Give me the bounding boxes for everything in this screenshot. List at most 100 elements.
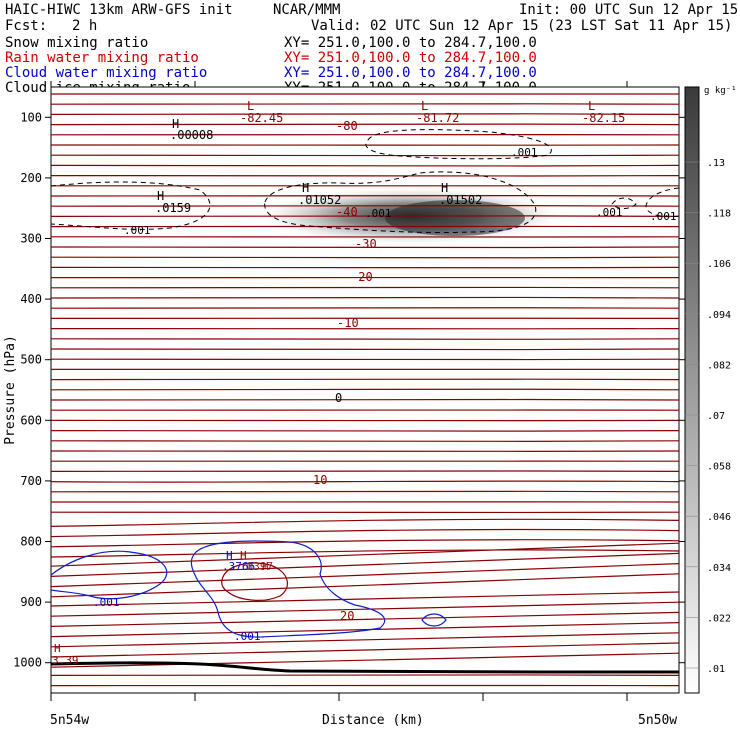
valid-time: Valid: 02 UTC Sun 12 Apr 15 (23 LST Sat … <box>311 18 733 34</box>
temp-label-20: 20 <box>340 609 354 623</box>
colorbar-tick-label: .13 <box>707 158 725 169</box>
cloud-water-contour-small <box>421 613 447 627</box>
org-label: NCAR/MMM <box>273 2 341 18</box>
high-marker-surface: H <box>54 642 61 655</box>
isotherm-line <box>51 470 679 473</box>
isotherm-line <box>51 307 679 310</box>
y-tick-label-700: 700 <box>20 474 42 488</box>
model-title: HAIC-HIWC 13km ARW-GFS init <box>5 2 233 18</box>
isotherm-line <box>51 573 679 598</box>
low-value-2: -81.72 <box>416 111 459 125</box>
high-marker-cloud-water: H <box>226 549 233 562</box>
isotherm-line <box>51 256 679 259</box>
isotherm-line <box>51 123 679 126</box>
temp-label-m80: -80 <box>336 119 358 133</box>
field-name-snow: Snow mixing ratio <box>5 35 149 51</box>
isotherm-line <box>51 174 679 177</box>
isotherm-line <box>51 286 679 289</box>
cloud-water-contours <box>51 540 447 638</box>
isotherm-line <box>51 450 679 452</box>
x-left-label: 5n54w <box>50 713 89 728</box>
x-axis-title: Distance (km) <box>322 713 424 728</box>
field-xy-rain: XY= 251.0,100.0 to 284.7,100.0 <box>284 50 537 66</box>
isotherm-line <box>51 652 679 668</box>
colorbar-tick-label: .07 <box>707 411 725 422</box>
isotherm-line <box>51 490 679 493</box>
low-value-3: -82.15 <box>582 111 625 125</box>
low-value-1: -82.45 <box>240 111 283 125</box>
isotherm-line <box>51 632 679 648</box>
y-tick-label-400: 400 <box>20 292 42 306</box>
y-tick-label-900: 900 <box>20 595 42 609</box>
contour-label-2: .001 <box>365 207 392 220</box>
temp-label-m10: -10 <box>337 316 359 330</box>
isotherm-line <box>51 154 679 157</box>
low-marker-1: L <box>247 99 254 113</box>
surface-line <box>51 661 679 674</box>
y-tick-label-200: 200 <box>20 171 42 185</box>
colorbar <box>684 86 700 694</box>
y-tick-label-800: 800 <box>20 535 42 549</box>
high-value-2: .0159 <box>155 201 191 215</box>
y-tick-label-100: 100 <box>20 110 42 124</box>
contour-label-1: .001 <box>124 224 151 237</box>
isotherm-line <box>51 552 679 577</box>
low-marker-3: L <box>588 99 595 113</box>
temp-label-0: 0 <box>335 391 342 405</box>
fcst-value: 2 h <box>72 18 98 34</box>
colorbar-tick-label: .118 <box>707 209 731 220</box>
ice-contour-right <box>645 187 679 218</box>
field-xy-snow: XY= 251.0,100.0 to 284.7,100.0 <box>284 35 537 51</box>
ice-contour-small <box>611 197 637 209</box>
isotherm-line <box>51 378 679 381</box>
temp-label-10: 10 <box>313 473 327 487</box>
colorbar-tick-label: .046 <box>707 512 731 523</box>
y-tick-label-300: 300 <box>20 232 42 246</box>
contour-label-7: .001 <box>234 630 261 643</box>
colorbar-tick-label: .01 <box>707 664 725 675</box>
x-right-label: 5n50w <box>638 713 677 728</box>
high-value-3: .01052 <box>298 193 341 207</box>
rain-contour-center <box>221 562 288 601</box>
high-marker-3: H <box>302 181 309 195</box>
colorbar-ticks: .01 .022 .034 .046 .058 .07 .082 .094 .106 .118 .1… <box>685 158 731 675</box>
isotherm-line <box>51 266 679 269</box>
temp-label-m40: -40 <box>336 205 358 219</box>
y-tick-label-1000: 1000 <box>13 656 42 670</box>
isotherm-line <box>51 439 679 442</box>
ice-contour-center <box>264 171 537 234</box>
high-marker-rain-1: H <box>240 549 247 562</box>
lower-extrema: H .3766 H .0397 H H 3.39 <box>52 549 273 667</box>
isotherm-line <box>51 195 679 197</box>
isotherm-line <box>51 539 679 548</box>
contour-label-3: .001 <box>511 146 538 159</box>
isotherm-line <box>51 518 679 527</box>
contour-label-5: .001 <box>650 210 677 223</box>
contour-labels: .001 .001 .001 .001 .001 .001 .001 <box>93 146 677 643</box>
isotherm-line <box>51 563 679 588</box>
high-marker-1: H <box>172 117 179 131</box>
temperature-label-group: -80 -40 -30 -20 -10 0 10 20 <box>313 119 377 623</box>
isotherm-line <box>51 337 679 340</box>
colorbar-tick-label: .058 <box>707 462 731 473</box>
temperature-contours <box>51 93 679 687</box>
contour-label-6: .001 <box>93 596 120 609</box>
x-axis-ticks <box>50 81 628 701</box>
isotherm-line <box>51 674 679 677</box>
cloud-ice-contours <box>51 129 679 234</box>
colorbar-tick-label: .022 <box>707 613 731 624</box>
colorbar-tick-label: .082 <box>707 360 731 371</box>
isotherm-line <box>51 358 679 361</box>
temp-label-m30: -30 <box>355 237 377 251</box>
high-value-1: .00008 <box>170 128 213 142</box>
colorbar-tick-label: .094 <box>707 310 731 321</box>
isotherm-line <box>51 113 679 116</box>
y-axis-title: Pressure (hPa) <box>3 335 18 445</box>
temp-label-m20: -20 <box>351 270 373 284</box>
colorbar-tick-label: .106 <box>707 259 731 270</box>
high-value-4: .01502 <box>439 193 482 207</box>
high-value-surface: 3.39 <box>52 654 79 667</box>
isotherm-line <box>51 245 679 249</box>
colorbar-unit: g kg⁻¹ <box>704 86 737 96</box>
